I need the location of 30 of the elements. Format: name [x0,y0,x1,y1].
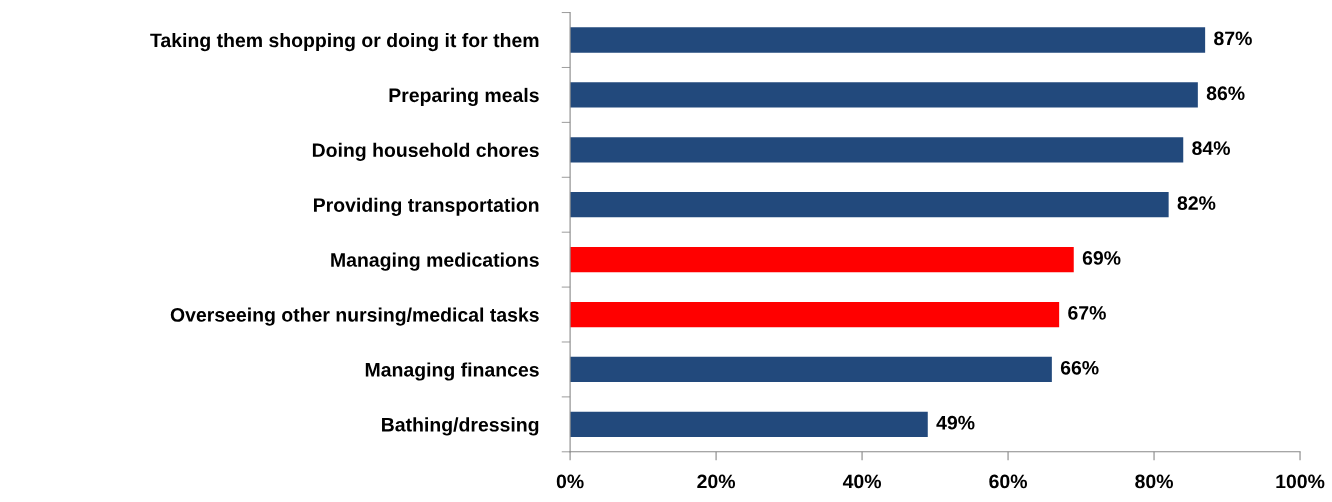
y-tick-label: Preparing meals [389,87,539,107]
y-tick-label: Taking them shopping or doing it for them [150,32,539,52]
data-label: 86% [1206,86,1245,101]
y-tick-label: Managing finances [365,362,539,381]
bar [570,411,928,437]
data-label: 49% [936,415,975,430]
y-tick-label: Managing medications [331,252,539,271]
bar [570,192,1169,218]
bar [570,301,1060,328]
x-tick-label: 40% [842,474,882,489]
x-tick-label: 20% [697,474,736,489]
bar [570,356,1052,383]
y-tick-label: Overseeing other nursing/medical tasks [170,307,539,326]
x-tick-label: 100% [1276,474,1325,489]
bar [570,137,1184,163]
data-label: 82% [1177,196,1216,210]
data-label: 69% [1082,251,1121,265]
y-tick-label: Providing transportation [314,197,539,216]
data-label: 84% [1192,141,1230,156]
data-label: 87% [1214,31,1252,46]
x-tick-label: 60% [989,474,1027,489]
data-label: 66% [1060,360,1099,375]
y-tick-label: Doing household chores [312,142,539,161]
bar [570,82,1198,108]
x-tick-label: 80% [1135,474,1173,489]
x-tick-label: 0% [556,474,584,489]
bar [570,27,1206,53]
data-label: 67% [1068,305,1106,320]
y-tick-label: Bathing/dressing [382,417,539,436]
bar [570,247,1074,273]
